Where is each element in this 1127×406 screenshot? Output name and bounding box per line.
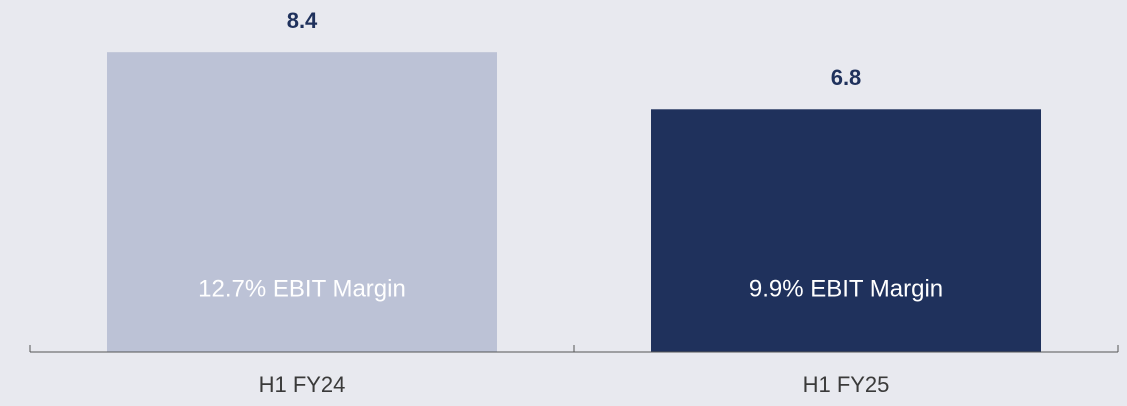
bar bbox=[651, 109, 1041, 353]
x-tick-label: H1 FY24 bbox=[259, 372, 346, 397]
value-label: 6.8 bbox=[831, 65, 862, 90]
value-label: 8.4 bbox=[287, 8, 318, 33]
bar-annotation: 9.9% EBIT Margin bbox=[749, 275, 943, 302]
bar-annotation: 12.7% EBIT Margin bbox=[198, 275, 406, 302]
x-tick-label: H1 FY25 bbox=[803, 372, 890, 397]
bar bbox=[107, 52, 497, 352]
